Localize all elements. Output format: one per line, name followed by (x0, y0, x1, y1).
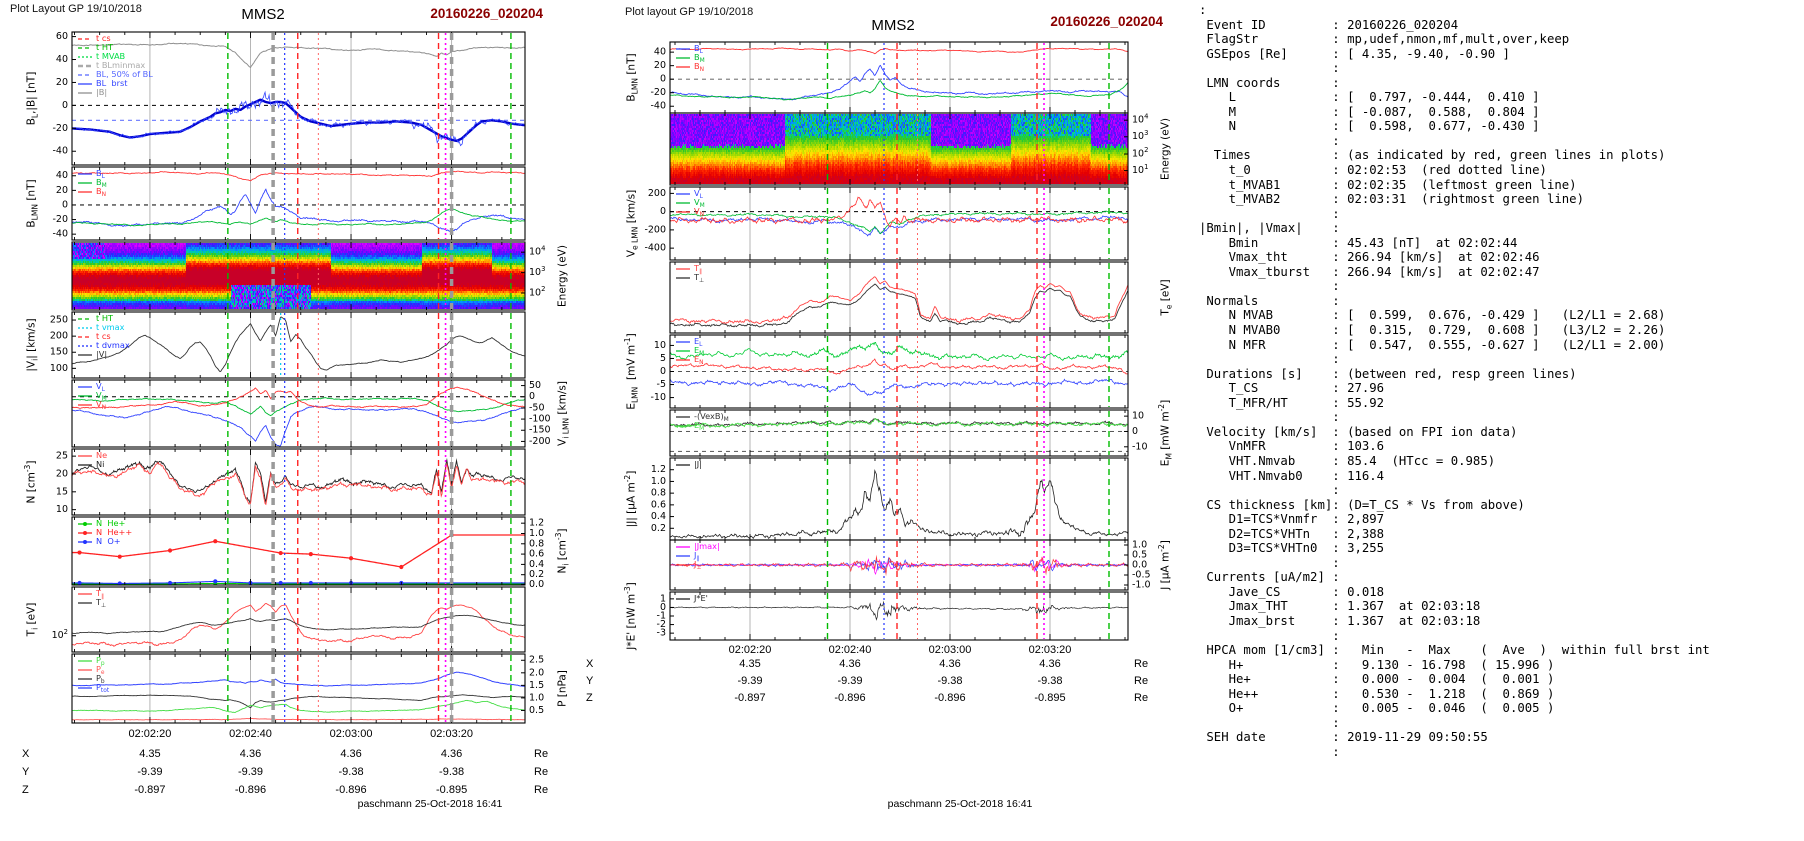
table-cell: -0.895 (435, 784, 468, 796)
table-cell: 4.36 (239, 748, 262, 760)
table-cell: -9.39 (737, 675, 763, 687)
table-cell: -9.38 (937, 675, 963, 687)
table-row-label: Z (22, 784, 29, 796)
left-plot-title: MMS2 (241, 6, 285, 23)
info-panel-text: : Event ID : 20160226_020204 FlagStr : m… (1199, 3, 1710, 759)
middle-plot-event-id: 20160226_020204 (1050, 14, 1163, 29)
table-cell: 4.36 (939, 658, 961, 670)
middle-plot-title: MMS2 (871, 17, 915, 34)
table-cell: -9.39 (837, 675, 863, 687)
table-cell: -9.39 (137, 766, 163, 778)
middle-plot-header: Plot layout GP 19/10/2018 (625, 6, 754, 18)
table-unit: Re (534, 766, 549, 778)
table-row-label: X (586, 658, 594, 670)
table-cell: -9.38 (338, 766, 364, 778)
x-tick-label: 02:03:00 (329, 728, 373, 740)
table-cell: 4.36 (340, 748, 362, 760)
table-row-label: Z (586, 692, 593, 704)
left-plot-footer: paschmann 25-Oct-2018 16:41 (357, 798, 503, 810)
x-tick-label: 02:03:20 (1028, 644, 1072, 656)
table-cell: -9.38 (439, 766, 465, 778)
table-cell: 4.36 (440, 748, 463, 760)
table-row-label: X (22, 748, 30, 760)
table-unit: Re (1134, 658, 1149, 670)
table-cell: 4.35 (739, 658, 761, 670)
table-cell: -0.896 (234, 784, 267, 796)
table-cell: -0.896 (335, 784, 367, 796)
left-plot-event-id: 20160226_020204 (430, 6, 543, 21)
table-cell: -0.897 (734, 692, 766, 704)
table-row-label: Y (22, 766, 30, 778)
table-cell: -9.38 (1037, 675, 1063, 687)
x-tick-label: 02:03:20 (430, 728, 474, 740)
table-cell: 4.36 (839, 658, 861, 670)
table-cell: -0.896 (934, 692, 966, 704)
table-unit: Re (1134, 675, 1149, 687)
middle-plot-footer: paschmann 25-Oct-2018 16:41 (887, 798, 1033, 810)
left-plot-header: Plot Layout GP 19/10/2018 (10, 3, 142, 15)
x-tick-label: 02:02:40 (229, 728, 272, 740)
x-tick-label: 02:02:20 (728, 644, 772, 656)
x-tick-label: 02:02:20 (128, 728, 172, 740)
table-cell: -0.896 (834, 692, 866, 704)
x-tick-label: 02:02:40 (828, 644, 872, 656)
table-unit: Re (534, 784, 549, 796)
table-cell: -0.895 (1034, 692, 1066, 704)
table-row-label: Y (586, 675, 594, 687)
table-cell: 4.35 (139, 748, 161, 760)
table-cell: -9.39 (237, 766, 264, 778)
table-cell: 4.36 (1039, 658, 1061, 670)
table-unit: Re (534, 748, 549, 760)
x-tick-label: 02:03:00 (928, 644, 972, 656)
table-unit: Re (1134, 692, 1149, 704)
table-cell: -0.897 (134, 784, 166, 796)
